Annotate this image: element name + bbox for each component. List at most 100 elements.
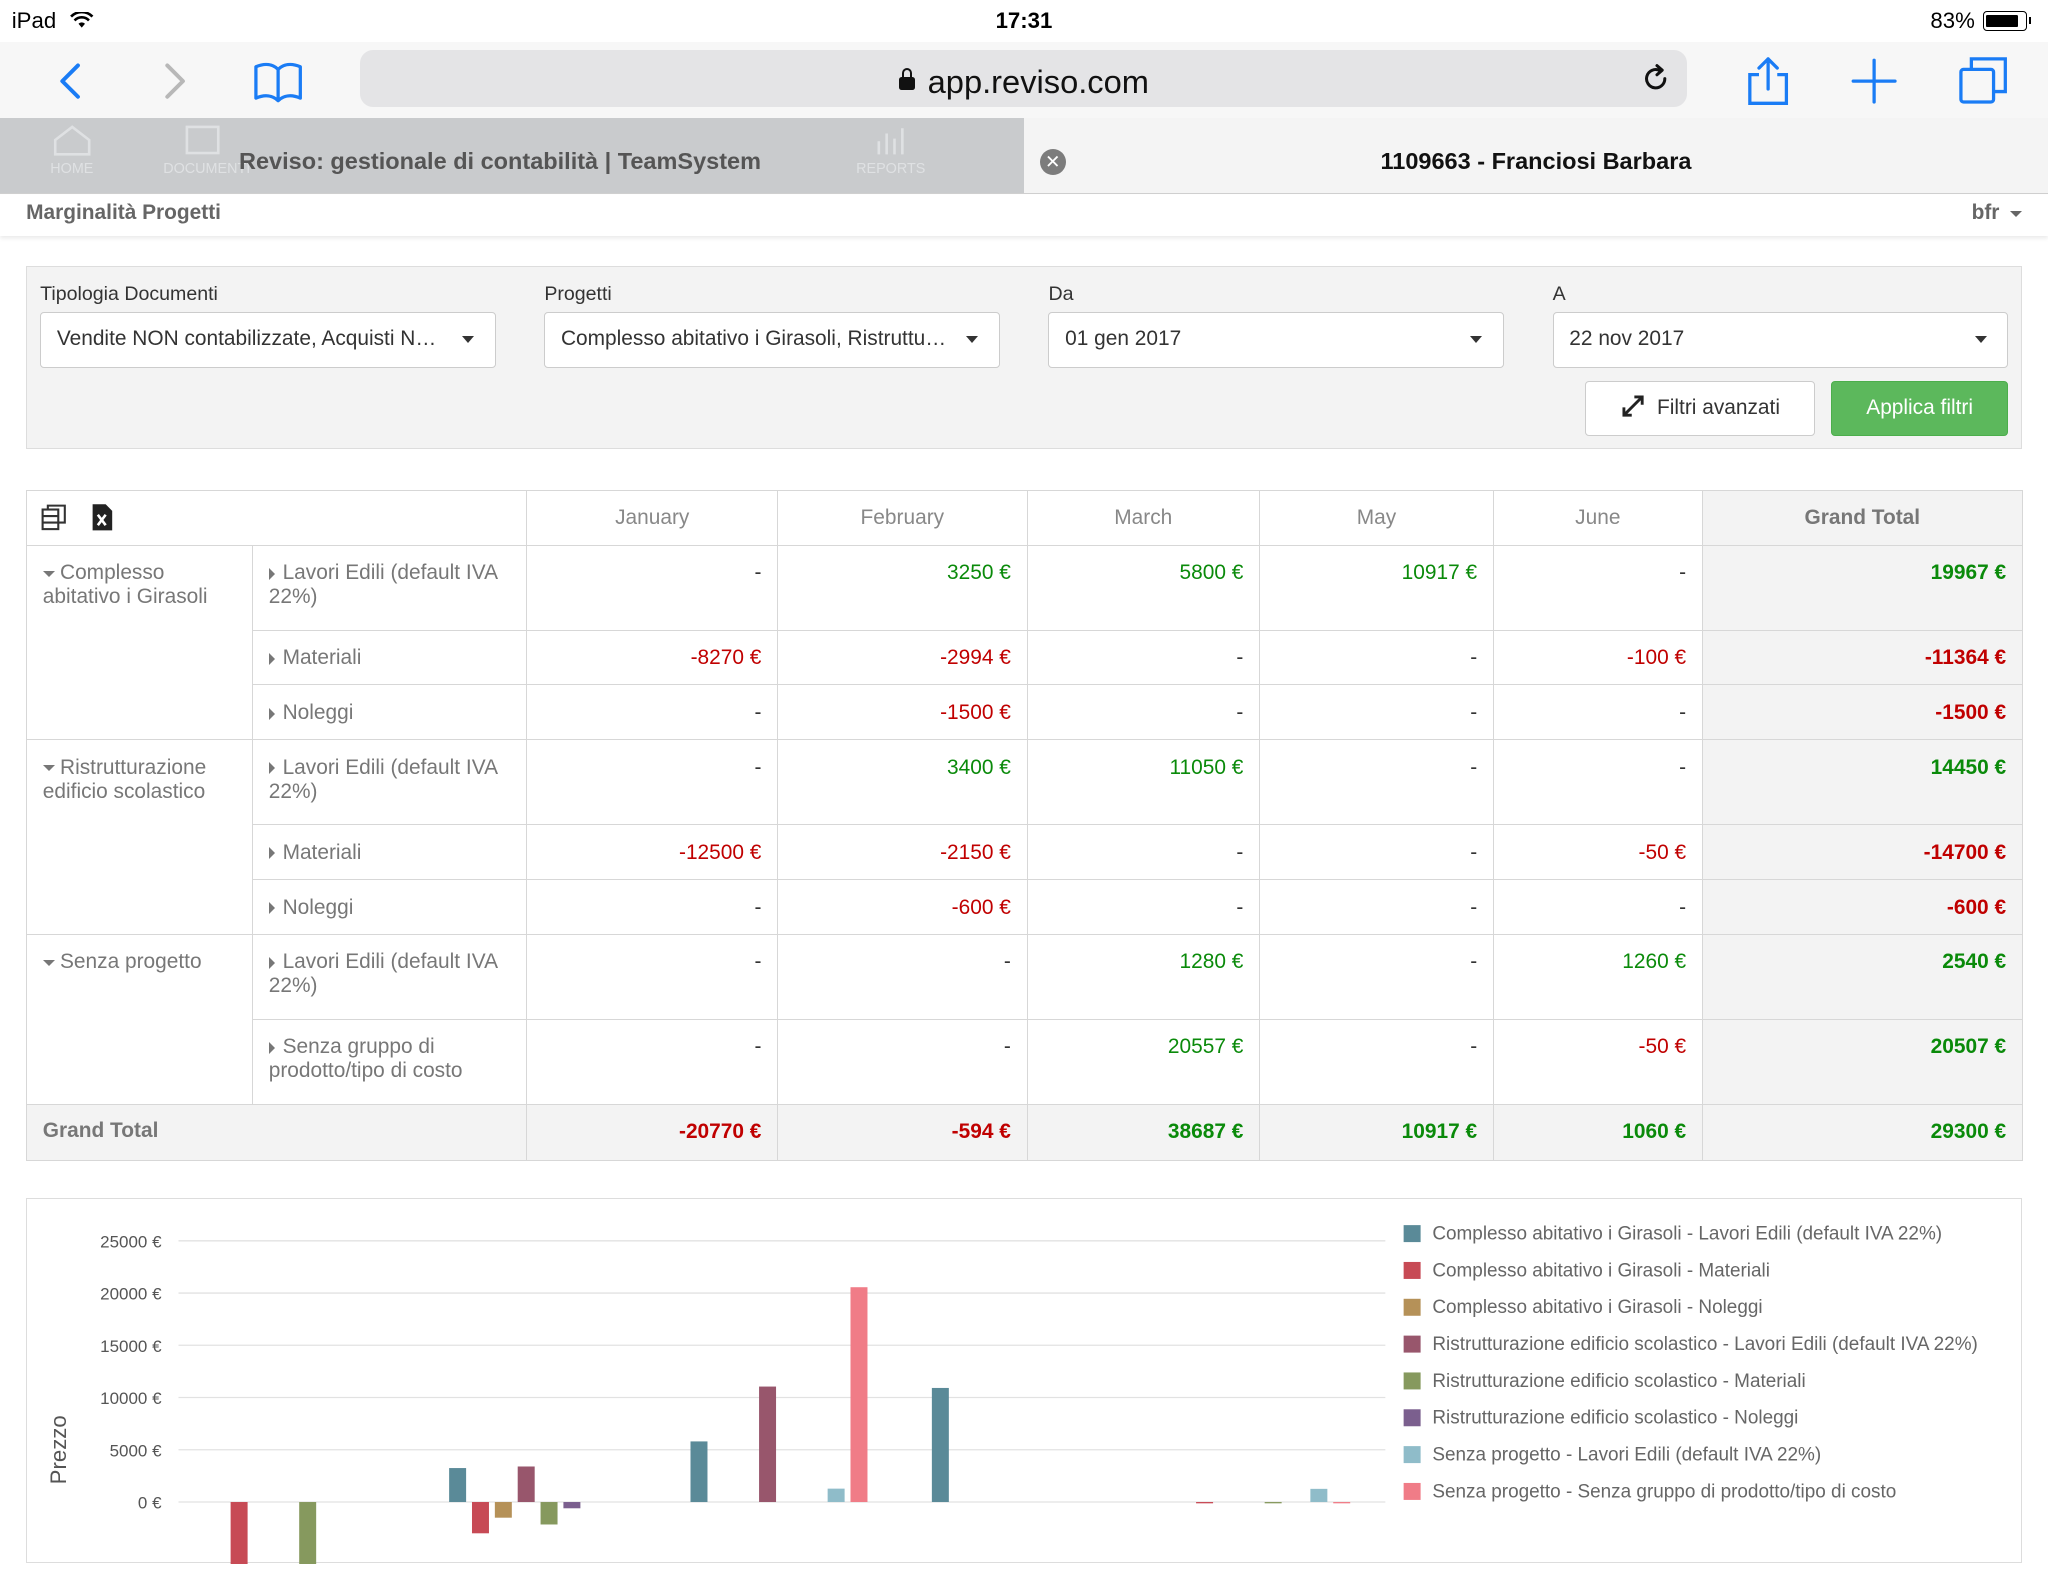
chart-bar[interactable] [1310, 1488, 1328, 1502]
y-tick-label: 5000 € [110, 1441, 162, 1460]
grand-total-cell: 38687 € [1026, 1103, 1261, 1161]
collapse-icon [42, 959, 55, 966]
legend-entry[interactable]: Ristrutturazione edificio scolastico - L… [1432, 1334, 1977, 1355]
a-date-select[interactable]: 22 nov 2017 [1552, 311, 2009, 368]
chart-bar[interactable] [230, 1501, 248, 1570]
bar-chart: Prezzo 25000 € 20000 € 15000 € 10000 € 5000 €… [46, 1223, 1978, 1570]
filters-panel: Tipologia Documenti Vendite NON contabil… [26, 266, 2022, 450]
da-date-select[interactable]: 01 gen 2017 [1048, 311, 1505, 368]
lock-icon [898, 67, 915, 91]
chart-bar[interactable] [563, 1501, 581, 1508]
tab-strip: HOME DOCUMENTI REPORTS Reviso: gestional… [0, 117, 2048, 195]
status-bar: iPad 17:31 83% [0, 0, 2048, 42]
value-cell: - [1026, 684, 1261, 741]
chart-bar[interactable] [472, 1501, 490, 1533]
expand-row-icon [268, 847, 275, 860]
y-tick-label: 20000 € [100, 1284, 162, 1303]
pivot-table: January February March May June Grand Total Co… [26, 489, 2023, 1161]
legend-swatch [1403, 1224, 1421, 1242]
value-cell: 1280 € [1026, 933, 1261, 1020]
dropdown-arrow-icon [1974, 336, 1987, 344]
cost-type-row-header[interactable]: Materiali [252, 629, 528, 686]
home-icon [53, 125, 91, 156]
filter-da: Da 01 gen 2017 [1048, 283, 1505, 368]
legend-entry[interactable]: Ristrutturazione edificio scolastico - N… [1432, 1407, 1798, 1428]
chart-bar[interactable] [1196, 1501, 1214, 1504]
value-cell: 10917 € [1259, 544, 1494, 631]
value-cell: - [1259, 684, 1494, 741]
chart-bar[interactable] [827, 1488, 845, 1502]
cost-type-row-header[interactable]: Noleggi [252, 878, 528, 935]
grand-total-column-header: Grand Total [1701, 489, 2023, 546]
share-icon[interactable] [1742, 55, 1794, 107]
pivot-header-row: January February March May June Grand Total [26, 489, 2023, 546]
new-tab-icon[interactable] [1848, 55, 1900, 107]
value-cell: -1500 € [777, 684, 1028, 741]
chart-bar[interactable] [540, 1501, 558, 1525]
legend-swatch [1403, 1445, 1421, 1463]
value-cell: - [526, 544, 779, 631]
user-menu[interactable]: bfr [1972, 201, 2022, 225]
legend-entry[interactable]: Senza progetto - Senza gruppo di prodott… [1432, 1481, 1896, 1502]
legend-entry[interactable]: Complesso abitativo i Girasoli - Materia… [1432, 1260, 1770, 1281]
tab-label-active[interactable]: 1109663 - Franciosi Barbara [1380, 147, 1692, 174]
bookmarks-icon[interactable] [252, 55, 304, 107]
cost-type-row-header[interactable]: Lavori Edili (default IVA 22%) [252, 544, 528, 631]
collapse-icon [42, 570, 55, 577]
value-cell: -600 € [777, 878, 1028, 935]
apply-filters-button[interactable]: Applica filtri [1830, 381, 2009, 436]
chart-bar[interactable] [850, 1286, 868, 1502]
legend-entry[interactable]: Complesso abitativo i Girasoli - Noleggi [1432, 1297, 1762, 1318]
grand-total-cell: 10917 € [1259, 1103, 1494, 1161]
tab-close-icon[interactable]: ✕ [1039, 148, 1066, 175]
project-group-header[interactable]: Senza progetto [26, 933, 254, 1105]
cost-type-row-header[interactable]: Materiali [252, 824, 528, 880]
row-total-cell: 2540 € [1701, 933, 2023, 1020]
legend-entry[interactable]: Ristrutturazione edificio scolastico - M… [1432, 1371, 1805, 1392]
advanced-filters-button[interactable]: Filtri avanzati [1585, 381, 1816, 436]
forward-icon[interactable] [149, 55, 201, 107]
excel-export-icon[interactable] [90, 503, 114, 532]
legend-entry[interactable]: Complesso abitativo i Girasoli - Lavori … [1432, 1223, 1942, 1244]
filter-progetti-label: Progetti [544, 283, 612, 306]
chart-bar[interactable] [517, 1466, 535, 1502]
tab-reviso[interactable]: HOME DOCUMENTI REPORTS Reviso: gestional… [0, 117, 1024, 194]
cost-type-row-header[interactable]: Lavori Edili (default IVA 22%) [252, 739, 528, 826]
battery-status: 83% [1930, 8, 2032, 34]
battery-icon [1982, 11, 2032, 31]
reload-icon[interactable] [1640, 63, 1671, 94]
value-cell: 20557 € [1026, 1018, 1261, 1105]
back-icon[interactable] [44, 55, 96, 107]
value-cell: -2150 € [777, 824, 1028, 880]
legend-entry[interactable]: Senza progetto - Lavori Edili (default I… [1432, 1444, 1821, 1465]
y-tick-label: 0 € [138, 1493, 162, 1512]
wifi-icon [70, 10, 94, 28]
progetti-select[interactable]: Complesso abitativo i Girasoli, Ristrutt… [544, 311, 1001, 368]
tipologia-select[interactable]: Vendite NON contabilizzate, Acquisti NON… [40, 311, 496, 368]
table-row: Senza gruppo di prodotto/tipo di costo - -… [27, 1018, 2023, 1105]
value-cell: 5800 € [1026, 544, 1261, 631]
chart-bar[interactable] [690, 1441, 708, 1502]
row-total-cell: -600 € [1701, 878, 2023, 935]
chart-bar[interactable] [494, 1501, 512, 1518]
pivot-config-icon[interactable] [40, 503, 69, 532]
chart-bar[interactable] [1333, 1501, 1351, 1504]
value-cell: - [1492, 739, 1703, 826]
chart-bar[interactable] [931, 1387, 949, 1502]
cost-type-row-header[interactable]: Noleggi [252, 684, 528, 741]
tabs-overview-icon[interactable] [1957, 55, 2009, 107]
legend-swatch [1403, 1335, 1421, 1353]
address-bar[interactable]: app.reviso.com [360, 49, 1688, 108]
chart-bar[interactable] [1264, 1501, 1282, 1504]
cost-type-row-header[interactable]: Lavori Edili (default IVA 22%) [252, 933, 528, 1020]
app-header: Marginalità Progetti bfr [0, 194, 2048, 237]
project-group-header[interactable]: Ristrutturazione edificio scolastico [26, 739, 254, 935]
table-row: Noleggi - -1500 € - - - -1500 € [27, 684, 2023, 741]
chart-bar[interactable] [299, 1501, 317, 1570]
chart-bar[interactable] [449, 1467, 467, 1502]
chart-bar[interactable] [759, 1386, 777, 1502]
cost-type-row-header[interactable]: Senza gruppo di prodotto/tipo di costo [252, 1018, 528, 1105]
project-group-header[interactable]: Complesso abitativo i Girasoli [26, 544, 254, 741]
value-cell: -50 € [1492, 824, 1703, 880]
filter-da-label: Da [1048, 283, 1074, 306]
